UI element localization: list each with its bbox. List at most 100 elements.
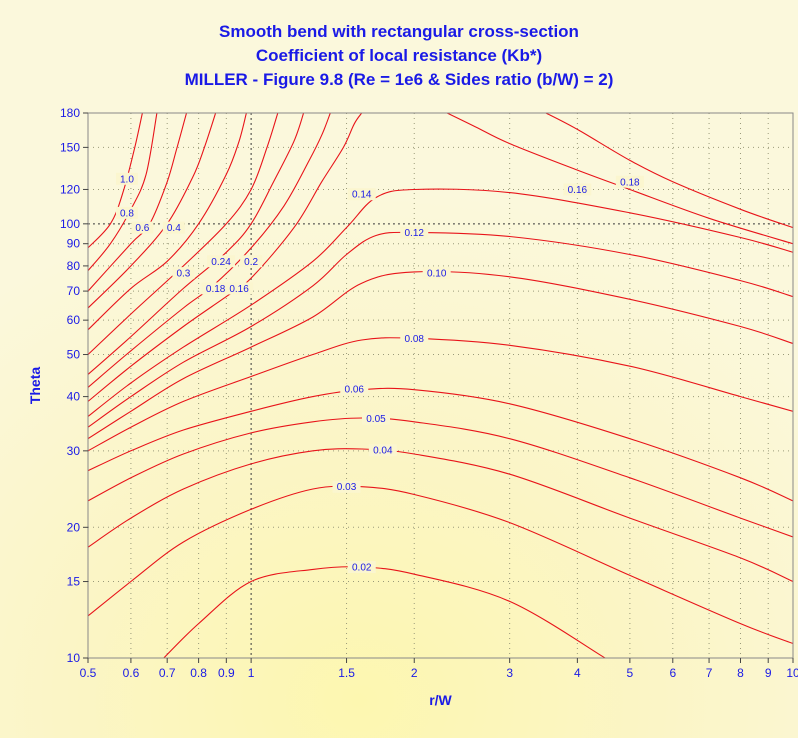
contour-label-bg [332,480,361,493]
x-tick-label: 9 [765,666,772,680]
x-tick-label: 8 [737,666,744,680]
contour-line [88,270,793,440]
contour-line [88,231,793,428]
y-tick-label: 10 [67,651,81,665]
x-axis-label: r/W [429,692,452,708]
contour-label-bg [347,561,376,574]
y-tick-label: 150 [60,140,80,154]
contour-label: 0.16 [229,284,249,295]
contour-label-bg [240,255,263,268]
contour-label-bg [131,221,154,234]
contour-line [88,188,793,417]
contour-label: 0.16 [568,185,588,196]
y-tick-label: 180 [60,106,80,120]
contour-line [446,113,793,245]
contour-label-bg [115,172,138,185]
contour-line [88,417,793,538]
contour-label: 1.0 [120,174,134,185]
y-tick-label: 50 [67,348,81,362]
contour-line [88,387,793,502]
contour-label: 0.18 [206,284,226,295]
x-tick-label: 1 [248,666,255,680]
contour-label-bg [563,183,592,196]
contour-label: 0.4 [167,223,181,234]
y-tick-label: 60 [67,313,81,327]
x-tick-label: 10 [786,666,798,680]
contour-label: 0.8 [120,208,134,219]
y-tick-label: 90 [67,237,81,251]
y-axis-label: Theta [27,367,43,405]
contour-line [88,485,793,645]
contour-label: 0.08 [405,334,425,345]
y-tick-label: 70 [67,284,81,298]
x-tick-label: 3 [506,666,513,680]
x-tick-label: 0.8 [190,666,207,680]
y-tick-label: 80 [67,259,81,273]
y-tick-label: 30 [67,444,81,458]
x-tick-label: 6 [669,666,676,680]
contour-label: 0.2 [244,257,258,268]
reference-lines [88,113,793,658]
x-tick-label: 0.7 [159,666,176,680]
contour-label: 0.14 [352,190,372,201]
contour-line [88,113,279,355]
contour-line [88,113,158,272]
contour-line [88,113,188,292]
contour-label: 0.06 [345,385,365,396]
y-tick-label: 20 [67,520,81,534]
x-tick-label: 4 [574,666,581,680]
x-axis-ticks: 0.5 0.6 0.7 0.8 0.9 1 1.5 2 3 4 5 6 7 8 9 10 [80,658,798,680]
y-tick-label: 100 [60,217,80,231]
contour-label-bg [368,444,397,457]
y-tick-label: 120 [60,182,80,196]
contour-line [545,113,793,229]
contour-label: 0.24 [211,257,231,268]
contour-label: 0.12 [405,228,425,239]
contour-label-bg [201,282,230,295]
contour-label-bg [207,255,236,268]
y-tick-label: 15 [67,575,81,589]
contour-line [88,337,793,452]
plot-frame [87,112,794,659]
contour-line [88,113,247,331]
chart-title-line-2: Coefficient of local resistance (Kb*) [255,46,543,65]
contour-label-bg [115,206,138,219]
contour-line [88,113,305,375]
contour-label: 0.3 [176,269,190,280]
chart-title-line-3: MILLER - Figure 9.8 (Re = 1e6 & Sides ra… [184,70,614,89]
contour-line [163,566,606,658]
x-tick-label: 0.5 [80,666,97,680]
contour-label-bg [225,282,254,295]
contour-label-bg [400,332,429,345]
contour-line [88,113,143,249]
grid [88,113,793,658]
x-tick-label: 0.9 [218,666,235,680]
contour-label-bg [162,221,185,234]
contour-label: 0.6 [135,223,149,234]
contour-labels: 0.02 0.03 0.04 0.05 0.06 0.08 0.10 0.12 0.14 0.16… [115,172,644,574]
contour-label: 0.04 [373,446,393,457]
contour-label-bg [347,188,376,201]
contour-label-bg [615,175,644,188]
plot-area [88,113,793,658]
x-tick-label: 7 [706,666,713,680]
contour-line [88,448,793,583]
contour-label-bg [340,383,369,396]
y-axis-ticks: 10 15 20 30 40 50 60 70 80 90 100 120 150 180 [60,106,88,665]
contour-line [88,113,331,388]
contour-label: 0.05 [366,414,386,425]
contour-label-bg [361,412,390,425]
contour-line [88,113,217,309]
x-tick-label: 5 [627,666,634,680]
contour-label: 0.10 [427,269,447,280]
x-tick-label: 2 [411,666,418,680]
x-tick-label: 1.5 [338,666,355,680]
contour-label-bg [172,267,195,280]
x-tick-label: 0.6 [123,666,140,680]
contour-label-bg [400,226,429,239]
chart-title-line-1: Smooth bend with rectangular cross-secti… [219,22,579,41]
contour-label: 0.18 [620,177,640,188]
contour-lines [88,113,793,658]
